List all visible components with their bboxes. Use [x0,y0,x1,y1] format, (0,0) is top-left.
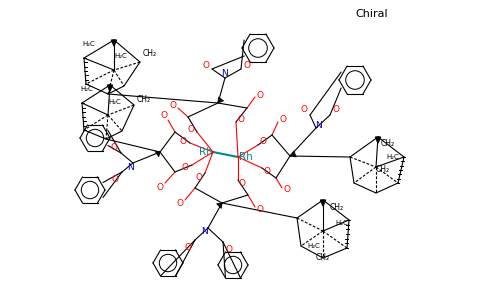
Text: N: N [222,70,228,79]
Text: Rh: Rh [239,152,253,162]
Text: H₂: H₂ [82,41,90,47]
Text: O: O [238,115,244,124]
Text: CH₂: CH₂ [316,254,330,262]
Text: O: O [301,104,307,113]
Text: O: O [156,182,164,191]
Polygon shape [320,200,326,206]
Polygon shape [107,85,112,91]
Text: C: C [393,154,398,160]
Text: C: C [343,220,348,226]
Text: O: O [239,179,245,188]
Text: N: N [127,163,134,172]
Text: N: N [202,227,209,236]
Text: H₂: H₂ [307,243,315,249]
Text: C: C [88,86,92,92]
Text: CH₂: CH₂ [376,166,390,175]
Text: O: O [202,61,210,70]
Text: H₂: H₂ [108,99,116,105]
Text: CH₂: CH₂ [330,203,344,212]
Text: C: C [121,53,126,59]
Text: C: C [116,99,121,105]
Polygon shape [111,40,117,46]
Text: O: O [257,91,263,100]
Text: CH₂: CH₂ [381,139,395,148]
Text: O: O [284,185,290,194]
Text: Rh: Rh [199,147,213,157]
Text: O: O [257,206,263,214]
Text: N: N [316,121,322,130]
Text: C: C [90,41,94,47]
Text: O: O [226,244,232,253]
Text: H₂: H₂ [80,86,88,92]
Text: O: O [182,164,188,172]
Text: H₂: H₂ [114,53,122,59]
Text: O: O [263,167,271,176]
Text: CH₂: CH₂ [137,94,151,103]
Text: CH₂: CH₂ [143,50,157,58]
Text: O: O [279,116,287,124]
Text: O: O [243,61,251,70]
Text: O: O [259,137,267,146]
Text: O: O [180,136,186,146]
Text: O: O [110,142,118,152]
Text: O: O [333,104,339,113]
Text: O: O [187,124,195,134]
Polygon shape [376,137,380,143]
Text: O: O [169,101,177,110]
Text: Chiral: Chiral [355,9,388,19]
Text: O: O [177,199,183,208]
Text: C: C [315,243,319,249]
Text: O: O [196,172,202,182]
Text: O: O [184,242,192,251]
Text: H₂: H₂ [386,154,394,160]
Text: H₂: H₂ [335,220,343,226]
Text: O: O [161,112,167,121]
Text: O: O [111,176,119,184]
